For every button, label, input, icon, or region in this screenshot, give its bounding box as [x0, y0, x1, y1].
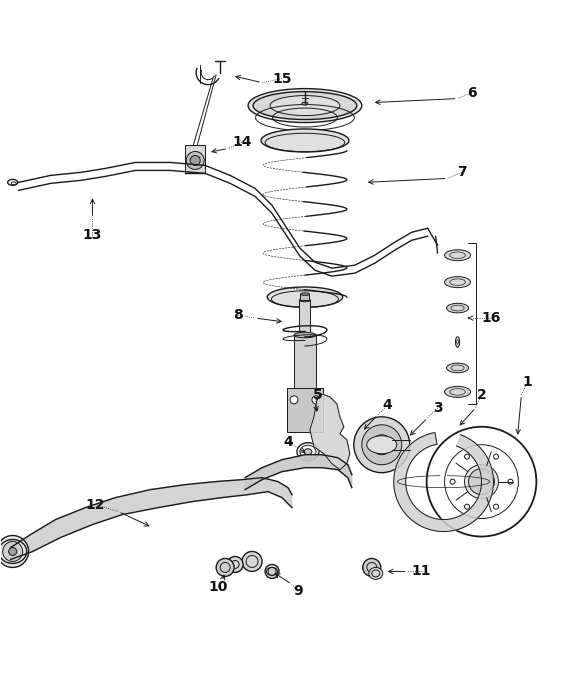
Circle shape — [290, 396, 298, 404]
Bar — [301, 294, 310, 300]
Circle shape — [186, 151, 204, 169]
Text: 14: 14 — [232, 136, 252, 149]
Circle shape — [426, 427, 536, 537]
Circle shape — [363, 558, 381, 576]
Text: 5: 5 — [313, 388, 323, 402]
Text: 6: 6 — [467, 86, 477, 100]
Ellipse shape — [261, 129, 349, 152]
Circle shape — [216, 558, 234, 576]
Text: 9: 9 — [293, 585, 303, 598]
Polygon shape — [310, 394, 350, 470]
Text: 16: 16 — [482, 311, 501, 325]
Text: 8: 8 — [233, 308, 243, 322]
Text: 7: 7 — [457, 165, 466, 180]
Circle shape — [312, 396, 320, 404]
Circle shape — [362, 425, 402, 464]
Ellipse shape — [369, 568, 383, 579]
Text: 2: 2 — [477, 388, 486, 402]
Ellipse shape — [270, 96, 340, 115]
Circle shape — [3, 541, 23, 562]
Circle shape — [227, 556, 243, 572]
Circle shape — [354, 416, 409, 472]
Polygon shape — [185, 146, 205, 173]
Circle shape — [0, 535, 29, 568]
Circle shape — [372, 435, 392, 455]
Ellipse shape — [456, 337, 460, 347]
Ellipse shape — [294, 332, 316, 338]
Ellipse shape — [253, 92, 357, 119]
Ellipse shape — [299, 298, 310, 302]
Text: 12: 12 — [86, 497, 105, 512]
Ellipse shape — [267, 287, 343, 307]
Text: 1: 1 — [522, 375, 532, 389]
Ellipse shape — [444, 250, 470, 261]
Text: 11: 11 — [412, 564, 431, 578]
Ellipse shape — [302, 102, 308, 105]
Circle shape — [190, 155, 200, 165]
Ellipse shape — [248, 88, 362, 123]
Circle shape — [8, 547, 17, 556]
Bar — [299, 300, 310, 340]
Text: 3: 3 — [433, 401, 442, 415]
Circle shape — [377, 439, 387, 450]
Ellipse shape — [444, 277, 470, 288]
Ellipse shape — [304, 449, 312, 455]
Circle shape — [469, 468, 495, 495]
Ellipse shape — [294, 392, 316, 398]
Circle shape — [242, 551, 262, 572]
Text: 10: 10 — [209, 580, 228, 595]
Polygon shape — [394, 433, 494, 531]
Ellipse shape — [367, 436, 396, 454]
Bar — [294, 335, 316, 395]
Ellipse shape — [444, 386, 470, 398]
Ellipse shape — [447, 303, 469, 313]
Polygon shape — [11, 478, 292, 560]
Circle shape — [465, 464, 499, 499]
Text: 4: 4 — [383, 398, 393, 412]
Ellipse shape — [301, 293, 310, 296]
Text: 15: 15 — [272, 72, 292, 86]
Text: 4: 4 — [283, 435, 293, 449]
Polygon shape — [245, 455, 352, 489]
Bar — [287, 388, 323, 432]
Text: 13: 13 — [83, 228, 102, 242]
Ellipse shape — [447, 363, 469, 373]
Circle shape — [265, 564, 279, 578]
